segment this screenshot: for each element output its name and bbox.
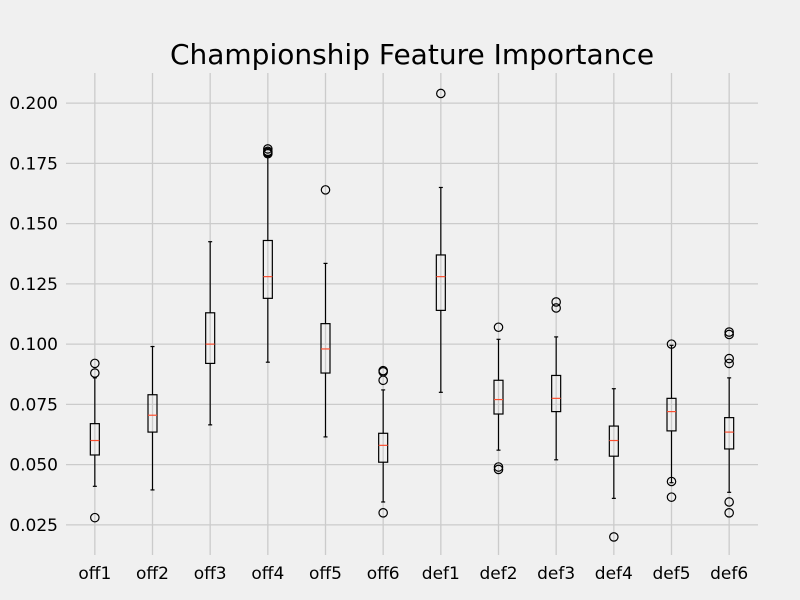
outlier-point — [493, 464, 504, 475]
outlier-point — [378, 365, 388, 376]
outlier-point — [320, 185, 331, 195]
y-tick-label: 0.025 — [9, 516, 58, 536]
y-tick-label: 0.125 — [9, 275, 58, 295]
box-body — [724, 417, 735, 450]
box-body — [147, 394, 158, 433]
box-off2 — [147, 345, 158, 491]
box-body — [666, 397, 677, 432]
outlier-point — [263, 144, 273, 154]
outlier-point — [90, 358, 100, 369]
x-tick-label: def5 — [652, 564, 690, 584]
outlier-point — [263, 146, 273, 157]
y-tick-label: 0.075 — [9, 395, 58, 415]
box-def3 — [551, 297, 562, 461]
outlier-point — [90, 512, 100, 523]
outlier-point — [666, 492, 677, 502]
box-body — [320, 323, 331, 374]
box-def2 — [493, 322, 504, 475]
boxes-layer — [89, 88, 735, 542]
box-body — [378, 432, 389, 463]
x-tick-label: off5 — [309, 564, 342, 584]
x-tick-label: off1 — [78, 564, 111, 584]
box-body — [205, 312, 216, 365]
outlier-point — [666, 339, 677, 349]
box-off1 — [89, 358, 100, 523]
box-body — [493, 379, 504, 415]
box-def4 — [608, 388, 619, 542]
box-body — [608, 425, 619, 457]
grid-layer — [66, 73, 758, 555]
y-tick-label: 0.050 — [9, 456, 58, 476]
outlier-point — [493, 462, 504, 472]
outlier-point — [724, 358, 734, 369]
x-tick-label: def6 — [710, 564, 748, 584]
box-body — [89, 423, 100, 456]
box-def5 — [666, 339, 677, 502]
outlier-point — [666, 476, 677, 487]
box-off4 — [262, 144, 273, 363]
outlier-point — [551, 303, 561, 313]
x-tick-label: off6 — [367, 564, 400, 584]
x-tick-label: def3 — [537, 564, 575, 584]
box-def6 — [724, 327, 735, 518]
y-tick-label: 0.175 — [9, 154, 58, 174]
outlier-point — [724, 497, 734, 507]
x-tick-label: def4 — [595, 564, 633, 584]
x-axis: off1 off2 off3 off4 off5 off6 def1 def2 def3 def4… — [78, 564, 748, 584]
outlier-point — [609, 532, 619, 542]
box-off3 — [205, 241, 216, 426]
x-tick-label: def2 — [479, 564, 517, 584]
box-body — [551, 374, 562, 413]
outlier-point — [724, 508, 734, 518]
outlier-point — [436, 88, 446, 99]
box-body — [435, 254, 446, 311]
y-axis: 0.025 0.050 0.075 0.100 0.125 0.150 0.175 0.200 — [9, 94, 58, 536]
chart-title: Championship Feature Importance — [170, 38, 654, 71]
outlier-point — [724, 329, 734, 340]
outlier-point — [724, 327, 734, 337]
outlier-point — [724, 353, 734, 364]
x-tick-label: def1 — [422, 564, 460, 584]
outlier-point — [90, 368, 100, 378]
y-tick-label: 0.200 — [9, 94, 58, 114]
box-def1 — [435, 88, 446, 393]
x-tick-label: off2 — [136, 564, 169, 584]
y-tick-label: 0.150 — [9, 215, 58, 235]
box-off6 — [378, 365, 389, 518]
x-tick-label: off4 — [251, 564, 284, 584]
y-tick-label: 0.100 — [9, 335, 58, 355]
box-off5 — [320, 185, 331, 438]
outlier-point — [551, 297, 561, 307]
outlier-point — [493, 322, 504, 333]
outlier-point — [378, 508, 388, 518]
x-tick-label: off3 — [194, 564, 227, 584]
box-body — [262, 239, 273, 299]
